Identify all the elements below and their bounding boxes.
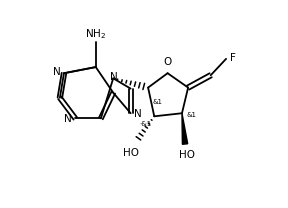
Text: O: O: [164, 57, 172, 67]
Text: HO: HO: [179, 150, 195, 160]
Polygon shape: [182, 113, 188, 144]
Text: HO: HO: [123, 148, 139, 158]
Text: ·&1: ·&1: [139, 121, 151, 128]
Text: N: N: [53, 67, 61, 77]
Text: F: F: [230, 53, 236, 63]
Text: N: N: [134, 109, 142, 119]
Text: N: N: [64, 114, 72, 124]
Text: &1: &1: [186, 112, 196, 118]
Text: N: N: [110, 72, 118, 82]
Text: &1: &1: [152, 99, 162, 105]
Text: NH$_2$: NH$_2$: [85, 28, 106, 41]
